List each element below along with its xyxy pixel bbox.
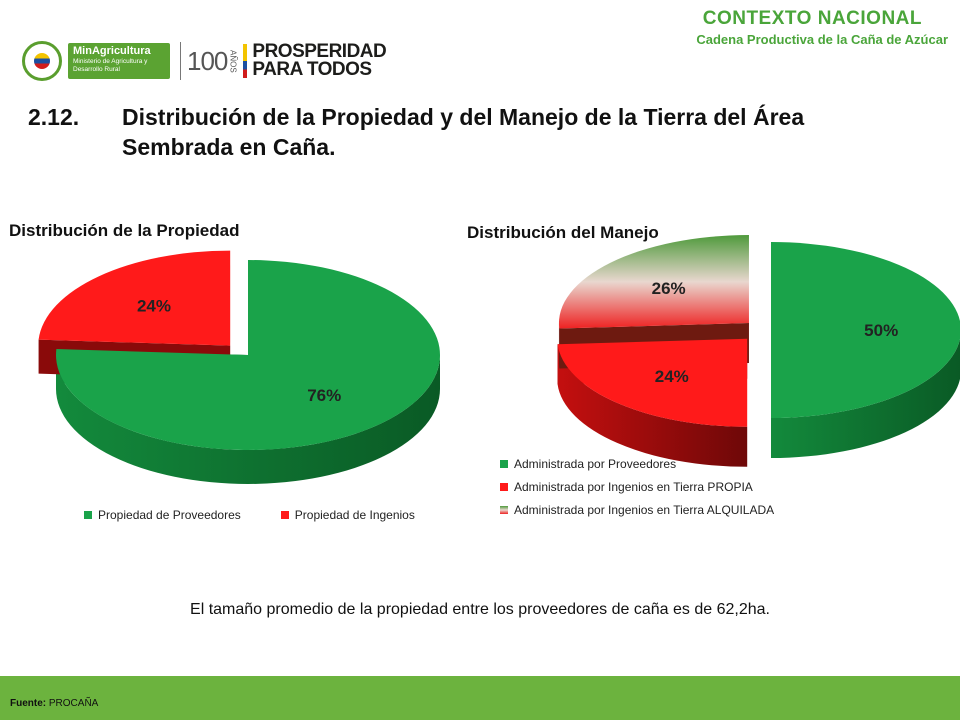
pie-slice <box>557 338 748 427</box>
pie-slice <box>38 250 231 346</box>
ministry-name: MinAgricultura <box>73 45 151 57</box>
pie-chart-propiedad: 76% 24% <box>38 250 441 484</box>
ministry-detail: Ministerio de Agricultura y Desarrollo R… <box>73 58 148 73</box>
pie-slice-side <box>771 338 960 458</box>
logo-bar: MinAgricultura Ministerio de Agricultura… <box>22 40 387 82</box>
prosperity-line1: PROSPERIDAD <box>252 41 387 62</box>
legend-label-ingenios: Propiedad de Ingenios <box>294 507 415 522</box>
legend-swatch-green-icon <box>500 459 508 468</box>
logo-divider <box>180 42 181 80</box>
source-note: Fuente: PROCAÑA <box>10 698 98 709</box>
legend-swatch-mixed-icon <box>500 505 508 514</box>
legend-manejo: Administrada por Proveedores Administrad… <box>500 452 774 521</box>
pie-slice-side <box>56 355 440 484</box>
hundred-years-logo: 100 AÑOS <box>187 46 237 77</box>
chart-title-manejo: Distribución del Manejo <box>467 223 659 242</box>
prosperity-line2: PARA TODOS <box>252 59 372 80</box>
years-label: AÑOS <box>228 49 238 73</box>
legend-label-alquilada: Administrada por Ingenios en Tierra ALQU… <box>514 502 775 517</box>
chart-title-propiedad: Distribución de la Propiedad <box>9 221 240 240</box>
pie-slice <box>56 260 441 450</box>
pie-data-label: 50% <box>864 321 898 340</box>
footer-bar: Fuente: PROCAÑA <box>0 676 960 720</box>
pie-chart-manejo: 50% 24% 26% <box>557 235 960 467</box>
pie-data-label: 24% <box>137 296 171 315</box>
legend-swatch-red-icon <box>280 510 289 519</box>
legend-propiedad: Propiedad de Proveedores Propiedad de In… <box>84 503 415 526</box>
legend-swatch-green-icon <box>84 510 92 519</box>
minagricultura-logo: MinAgricultura Ministerio de Agricultura… <box>68 43 170 79</box>
source-value: PROCAÑA <box>48 698 99 709</box>
source-label: Fuente: <box>10 698 47 709</box>
pie-slice-side <box>557 344 748 467</box>
pie-slice <box>771 242 960 418</box>
pie-data-label: 24% <box>655 367 689 386</box>
flag-stripe-icon <box>243 44 248 78</box>
legend-swatch-red-icon <box>500 482 508 491</box>
slide-number: 2.12. <box>28 104 80 130</box>
context-subtitle: Cadena Productiva de la Caña de Azúcar <box>696 32 948 47</box>
average-size-note: El tamaño promedio de la propiedad entre… <box>190 601 770 618</box>
legend-label-proveedores: Propiedad de Proveedores <box>98 507 241 522</box>
colombia-seal-icon <box>22 41 62 81</box>
context-title: CONTEXTO NACIONAL <box>702 8 922 29</box>
legend-label-proveedores: Administrada por Proveedores <box>514 456 677 471</box>
pie-slice <box>558 235 749 329</box>
slide-title: Distribución de la Propiedad y del Manej… <box>122 104 805 160</box>
legend-label-propia: Administrada por Ingenios en Tierra PROP… <box>514 479 753 494</box>
pie-data-label: 26% <box>652 279 686 298</box>
hundred-number: 100 <box>187 45 228 76</box>
prosperidad-logo: PROSPERIDAD PARA TODOS <box>252 41 387 80</box>
pie-data-label: 76% <box>307 386 341 405</box>
